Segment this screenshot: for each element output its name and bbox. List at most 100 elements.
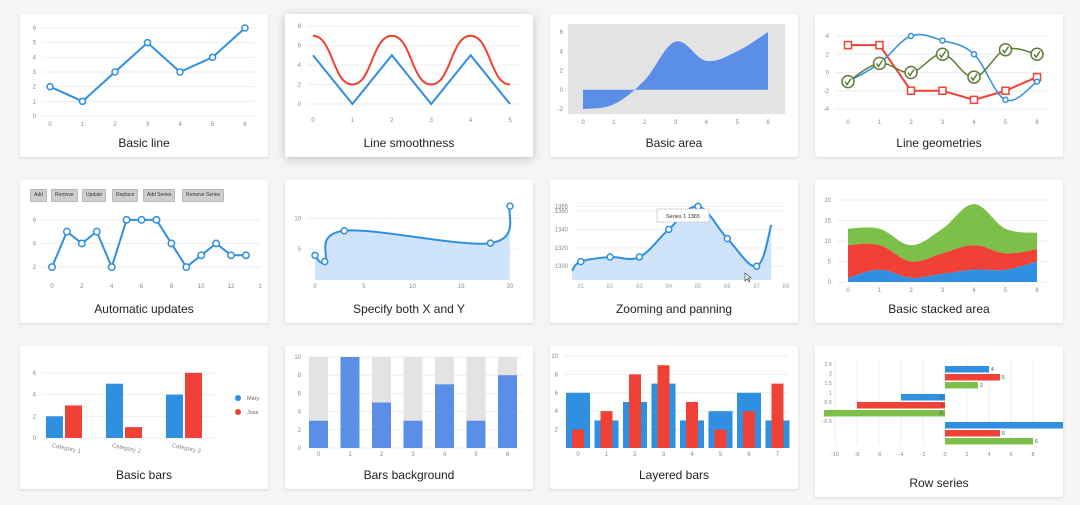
x-tick-label: 2 <box>390 118 394 124</box>
tooltip-text: Series 1 1365 <box>666 214 700 220</box>
basic-stacked-area-chart: 0 5 10 15 20 0 1 2 3 4 5 6 <box>824 198 1050 294</box>
replace-button[interactable]: Replace <box>112 189 139 202</box>
x-tick-label: 10 <box>409 284 416 290</box>
check-icon <box>938 50 947 59</box>
card-title: Basic stacked area <box>888 302 990 316</box>
x-tick-label: 4 <box>972 288 976 294</box>
area-fill <box>583 32 768 109</box>
row-series-chart: 2.521.510.50-0.5-10-8-6-4-20246845224-58… <box>823 360 1063 458</box>
series-line-straight <box>312 53 511 106</box>
x-tick-label: 6 <box>766 120 770 126</box>
x-tick-label: 6 <box>747 452 751 458</box>
add-series-button[interactable]: Add Series <box>143 189 176 202</box>
x-tick-label: 6 <box>1035 288 1039 294</box>
card-zooming-panning[interactable]: 1300 1320 1340 1360 1365 81 82 83 84 85 86 87 88 Seri… <box>550 180 798 323</box>
y-tick-label: 0 <box>560 88 564 94</box>
card-title: Line smoothness <box>363 136 455 150</box>
data-point <box>62 227 71 236</box>
remove-series-button[interactable]: Remove Series <box>182 189 225 202</box>
x-tick-label: 5 <box>735 120 739 126</box>
check-icon <box>875 59 884 68</box>
card-basic-stacked-area[interactable]: 0 5 10 15 20 0 1 2 3 4 5 6 Basic stacked area <box>815 180 1063 323</box>
y-tick-label: 2 <box>33 414 37 420</box>
card-automatic-updates[interactable]: 2 4 6 0 2 4 6 8 10 12 1 Add Remove Update Replace … <box>20 180 268 323</box>
x-tick-label: 1 <box>605 452 609 458</box>
x-tick-label: 1 <box>878 120 882 126</box>
x-tick-label: 5 <box>719 452 723 458</box>
bar-value-label: 2 <box>940 395 943 401</box>
basic-line-chart: 0 1 2 3 4 5 6 0 1 2 3 4 5 6 <box>33 24 255 128</box>
x-tick-label: 20 <box>507 284 514 290</box>
x-tick-label: 4 <box>972 120 976 126</box>
data-point <box>137 215 146 224</box>
legend-label: Jose <box>247 410 259 416</box>
x-tick-label: 6 <box>140 284 144 290</box>
x-tick-label: 0 <box>317 452 321 458</box>
bar-value-label: 5 <box>1002 375 1005 381</box>
card-basic-bars[interactable]: 0 2 4 6 Category 1 Category 2 Category 3 Mary Jo… <box>20 346 268 489</box>
row-bar <box>945 438 1033 445</box>
legend-marker <box>235 409 241 415</box>
x-tick-label: -6 <box>877 452 882 458</box>
update-button[interactable]: Update <box>82 189 107 202</box>
card-specify-xy[interactable]: 5 10 0 5 10 15 20 Specify both X and Y <box>285 180 533 323</box>
y-tick-label: 6 <box>33 218 37 224</box>
x-tick-label: 5 <box>508 118 512 124</box>
x-tick-label: 1 <box>81 122 85 128</box>
x-tick-label: 3 <box>146 122 150 128</box>
bar-value-label: 4 <box>991 367 994 373</box>
x-tick-label: 4 <box>705 120 709 126</box>
y-tick-label: 0.5 <box>824 400 832 406</box>
y-tick-label: 2 <box>298 83 302 89</box>
remove-button[interactable]: Remove <box>51 189 78 202</box>
bar-front <box>657 365 670 448</box>
x-tick-label: 10 <box>198 284 205 290</box>
card-basic-area[interactable]: -2 0 2 4 6 0 1 2 3 4 5 6 Basic area <box>550 14 798 157</box>
card-bars-background[interactable]: 0 2 4 6 8 10 0 1 2 3 4 5 6 Bars background <box>285 346 533 489</box>
y-tick-label: -4 <box>824 107 830 113</box>
card-basic-line[interactable]: 0 1 2 3 4 5 6 0 1 2 3 4 5 6 Basic line <box>20 14 268 157</box>
x-tick-label: 0 <box>311 118 315 124</box>
y-tick-label: 4 <box>560 49 564 55</box>
x-tick-label: 88 <box>783 284 790 290</box>
row-bar <box>901 394 945 401</box>
y-tick-label: -0.5 <box>823 419 832 425</box>
basic-bars-chart: 0 2 4 6 Category 1 Category 2 Category 3 Mary Jo… <box>33 371 260 455</box>
check-icon <box>1001 46 1010 55</box>
y-tick-label: 1300 <box>555 264 569 270</box>
y-tick-label: 1 <box>33 99 37 105</box>
data-point-circle <box>907 32 915 40</box>
data-point-circle <box>939 37 946 44</box>
card-row-series[interactable]: 2.521.510.50-0.5-10-8-6-4-20246845224-58… <box>815 346 1063 497</box>
data-point <box>635 253 644 261</box>
data-point <box>723 234 732 243</box>
bar-front <box>600 411 613 448</box>
x-tick-label: 4 <box>443 452 447 458</box>
x-tick-label: -4 <box>899 452 904 458</box>
x-tick-label: 6 <box>243 122 247 128</box>
y-tick-label: 2 <box>33 265 37 271</box>
bar <box>466 420 486 448</box>
data-point <box>311 251 319 260</box>
y-tick-label: 0 <box>33 114 37 120</box>
data-point <box>176 68 184 76</box>
x-tick-label: 3 <box>941 288 945 294</box>
y-tick-label: 6 <box>33 26 37 32</box>
y-tick-label: 1360 <box>555 209 569 215</box>
specify-xy-chart: 5 10 0 5 10 15 20 <box>294 202 520 290</box>
x-tick-label: 5 <box>362 284 366 290</box>
y-tick-label: 4 <box>298 410 302 416</box>
x-tick-label: 6 <box>506 452 510 458</box>
bar-front <box>771 383 784 448</box>
card-line-geometries[interactable]: -4 -2 0 2 4 0 1 2 3 4 5 6 Line geometries <box>815 14 1063 157</box>
card-layered-bars[interactable]: 2 4 6 8 10 0 1 2 3 4 5 6 7 Layered bars <box>550 346 798 489</box>
card-title: Basic area <box>645 136 703 150</box>
add-button[interactable]: Add <box>30 189 47 202</box>
data-point <box>107 263 116 272</box>
bar <box>125 427 142 438</box>
card-line-smoothness[interactable]: 0 2 4 6 8 0 1 2 3 4 5 Line smoothness <box>285 14 533 157</box>
y-tick-label: 4 <box>33 55 37 61</box>
bar <box>166 394 183 438</box>
y-tick-label: 0 <box>298 102 302 108</box>
row-bar <box>824 410 945 417</box>
